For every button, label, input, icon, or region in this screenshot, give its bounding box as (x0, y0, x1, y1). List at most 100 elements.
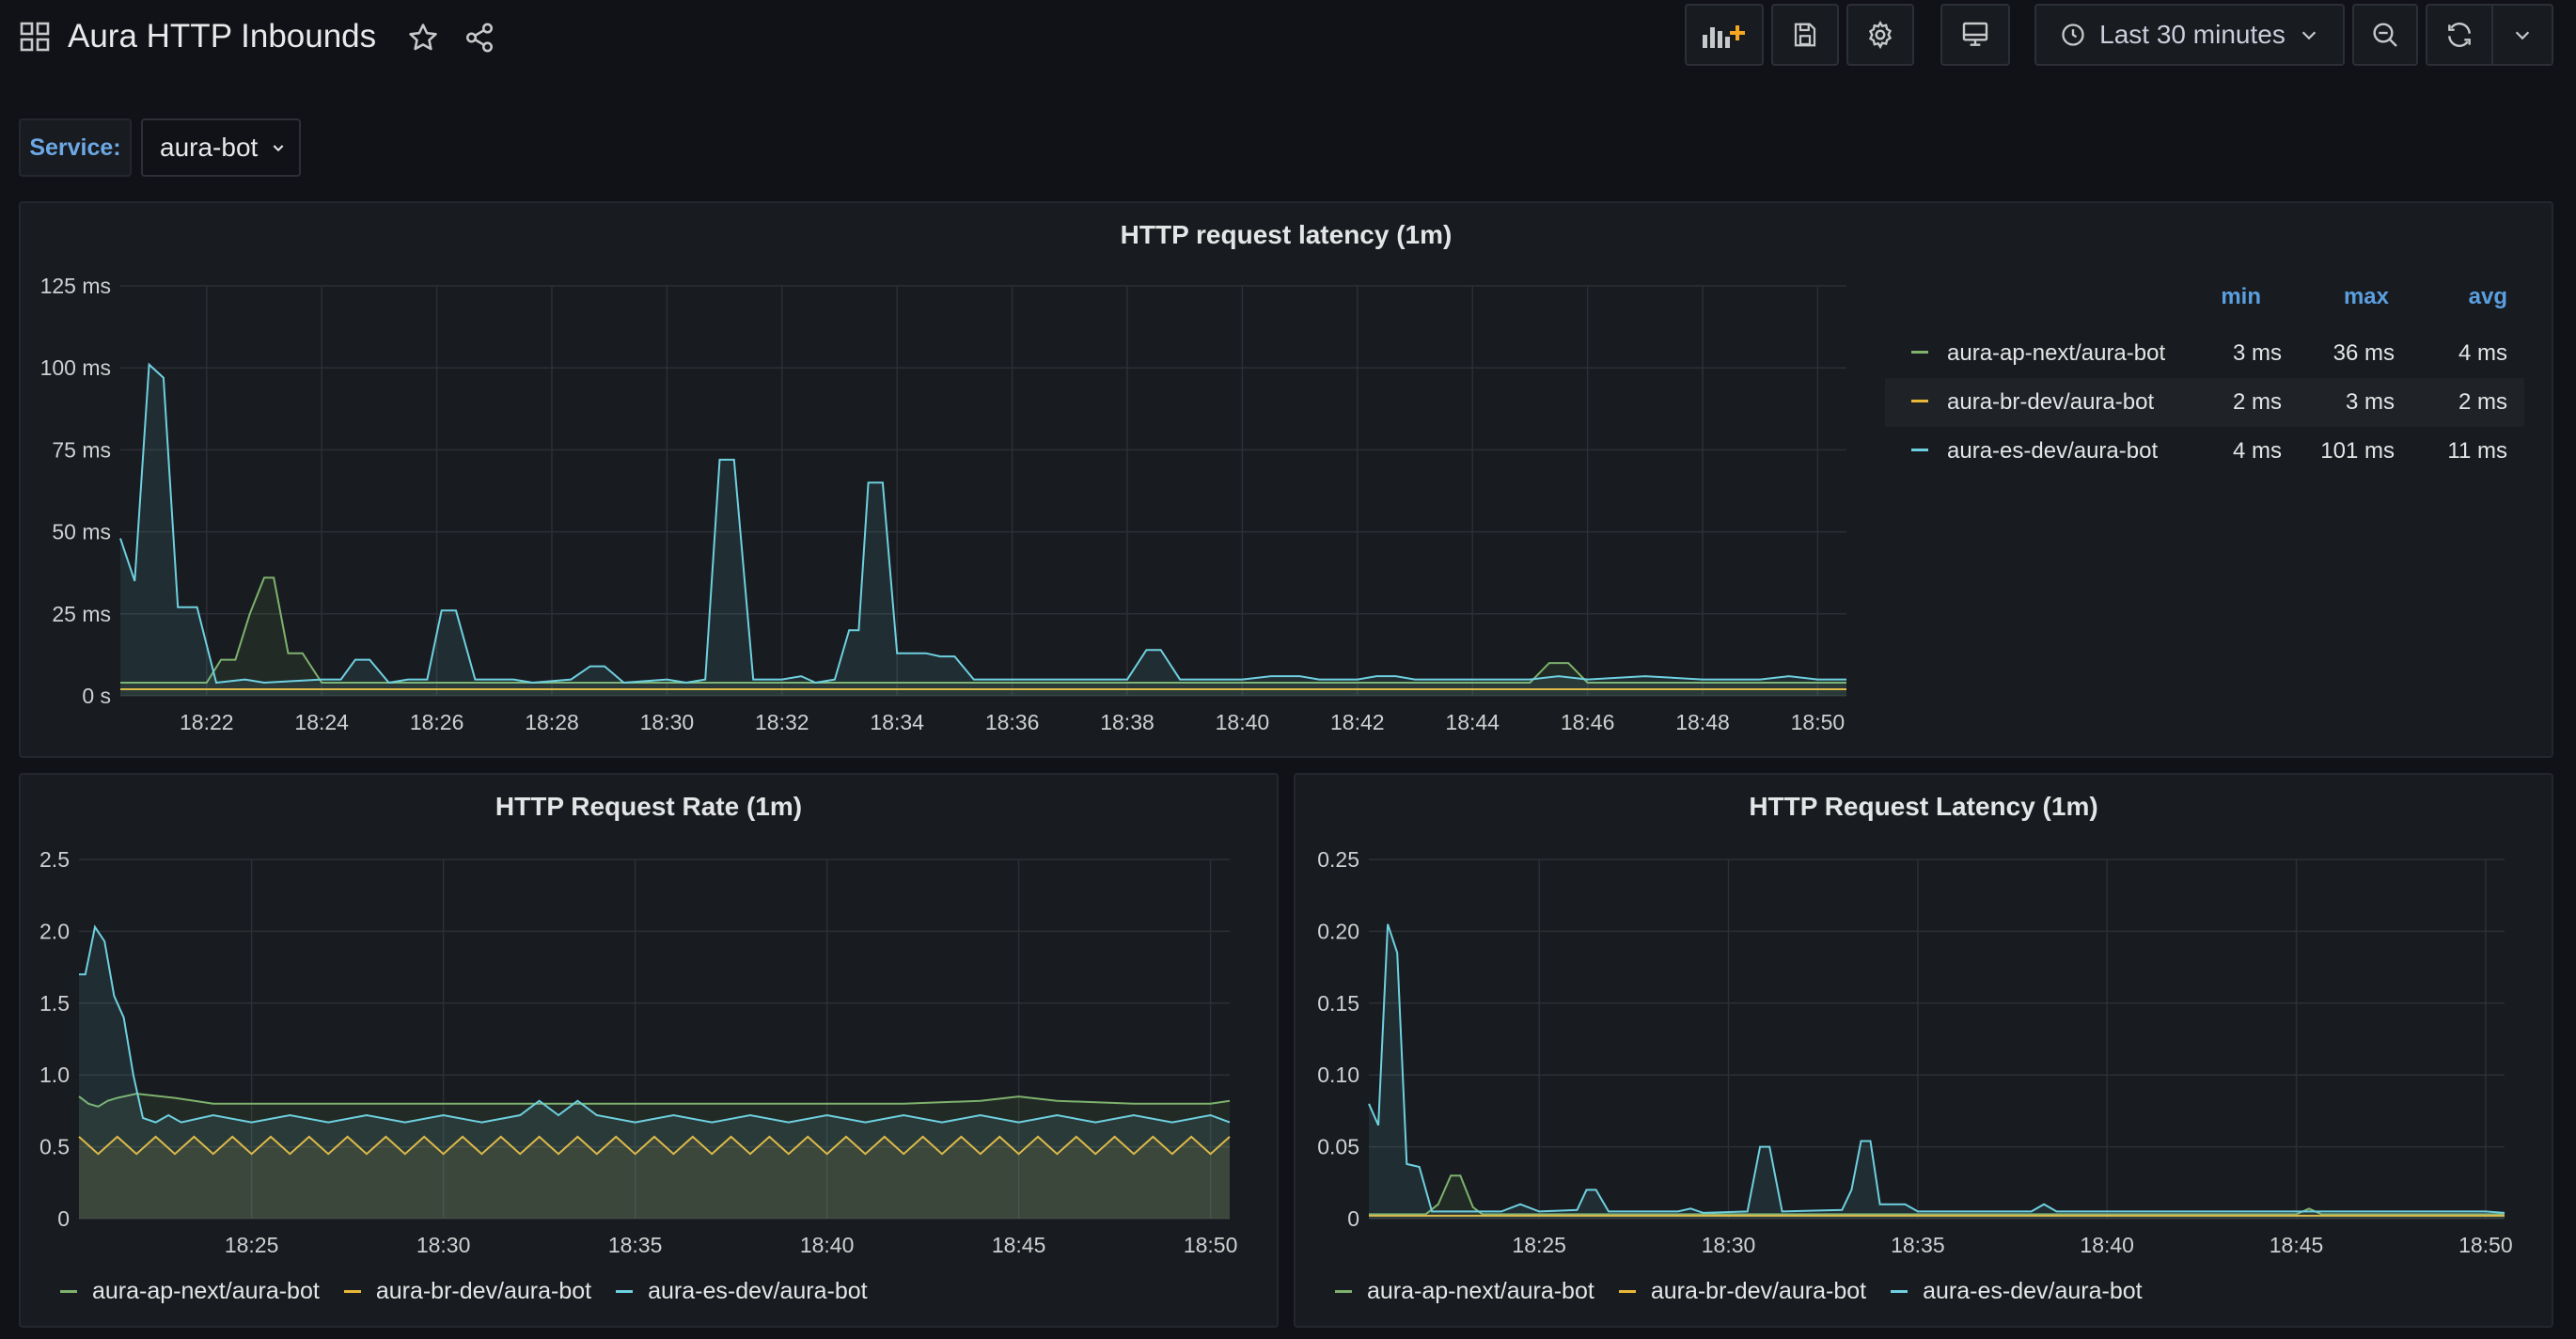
y-tick-label: 50 ms (52, 520, 111, 544)
panel-http-request-latency-small[interactable]: HTTP Request Latency (1m) aura-ap-next/a… (1294, 773, 2553, 1328)
series-area (79, 1094, 1230, 1219)
x-tick-label: 18:25 (225, 1233, 279, 1257)
series-area (120, 577, 1846, 696)
series-color-swatch[interactable] (1911, 400, 1928, 402)
y-tick-label: 2.5 (39, 847, 70, 872)
x-tick-label: 18:45 (2270, 1233, 2324, 1257)
x-tick-label: 18:40 (1216, 710, 1270, 734)
x-tick-label: 18:28 (525, 710, 579, 734)
series-line (1369, 1174, 2505, 1216)
legend-avg-value: 11 ms (2447, 438, 2507, 464)
y-tick-label: 125 ms (40, 274, 111, 298)
legend-item[interactable]: aura-ap-next/aura-bot (1335, 1278, 1594, 1305)
series-color-swatch[interactable] (60, 1290, 77, 1293)
x-tick-label: 18:24 (294, 710, 349, 734)
legend-series-name[interactable]: aura-es-dev/aura-bot (648, 1278, 868, 1304)
panel-http-request-rate[interactable]: HTTP Request Rate (1m) aura-ap-next/aura… (19, 773, 1279, 1328)
legend-item[interactable]: aura-es-dev/aura-bot (616, 1278, 868, 1305)
x-tick-label: 18:32 (755, 710, 809, 734)
series-line (119, 362, 1846, 685)
dashboard-settings-button[interactable] (1846, 4, 1914, 66)
chevron-down-icon (2515, 31, 2530, 40)
x-tick-label: 18:36 (985, 710, 1040, 734)
zoom-out-button[interactable] (2352, 4, 2418, 66)
legend-series-name[interactable]: aura-br-dev/aura-bot (1947, 389, 2155, 415)
panel-title[interactable]: HTTP request latency (1m) (1120, 220, 1453, 249)
series-area (79, 926, 1230, 1219)
share-icon[interactable] (459, 17, 500, 58)
legend-avg-value: 4 ms (2458, 340, 2507, 366)
dashboard-grid-icon[interactable] (19, 21, 51, 53)
y-tick-label: 0 s (82, 684, 111, 708)
y-tick-label: 0.5 (39, 1135, 70, 1159)
legend-series-name[interactable]: aura-br-dev/aura-bot (375, 1278, 592, 1304)
x-tick-label: 18:30 (1702, 1233, 1756, 1257)
legend-header-max[interactable]: max (2343, 284, 2389, 309)
y-tick-label: 0.20 (1317, 919, 1359, 943)
legend-item[interactable]: aura-br-dev/aura-bot (343, 1278, 592, 1305)
series-color-swatch[interactable] (1911, 351, 1928, 354)
series-line (120, 576, 1846, 684)
series-color-swatch[interactable] (1335, 1290, 1352, 1293)
panel-http-request-latency[interactable]: HTTP request latency (1m) (19, 201, 2553, 758)
y-tick-label: 0.10 (1317, 1063, 1359, 1087)
series-color-swatch[interactable] (1891, 1290, 1908, 1293)
request-latency-small-chart[interactable]: 0 0.05 0.10 0.15 0.20 0.25 18:25 18:30 18:35 18:4… (1294, 833, 2535, 1266)
refresh-button[interactable] (2427, 6, 2493, 64)
legend-item[interactable]: aura-es-dev/aura-bot (1891, 1278, 2143, 1305)
rate-legend: aura-ap-next/aura-bot aura-br-dev/aura-b… (60, 1278, 868, 1305)
y-tick-label: 100 ms (40, 355, 111, 380)
legend-item[interactable]: aura-br-dev/aura-bot (1618, 1278, 1867, 1305)
x-tick-label: 18:25 (1512, 1233, 1566, 1257)
series-color-swatch[interactable] (1911, 449, 1928, 451)
clock-icon (2062, 24, 2084, 46)
save-icon (1794, 23, 1816, 47)
legend-series-name[interactable]: aura-ap-next/aura-bot (1367, 1278, 1594, 1304)
time-range-picker[interactable]: Last 30 minutes (2034, 4, 2345, 66)
legend-max-value: 3 ms (2345, 389, 2395, 415)
legend-min-value: 2 ms (2232, 389, 2282, 415)
x-tick-label: 18:34 (870, 710, 924, 734)
save-dashboard-button[interactable] (1771, 4, 1839, 66)
service-variable-select[interactable]: aura-bot (141, 118, 301, 177)
legend-min-value: 4 ms (2232, 438, 2282, 464)
panel-title[interactable]: HTTP Request Latency (1m) (1749, 792, 2098, 821)
chevron-down-icon (2301, 31, 2317, 40)
legend-row[interactable]: aura-es-dev/aura-bot 4 ms 101 ms 11 ms (1885, 427, 2524, 476)
series-color-swatch[interactable] (1618, 1290, 1636, 1293)
x-tick-label: 18:35 (608, 1233, 663, 1257)
y-tick-label: 0 (1347, 1206, 1359, 1231)
cycle-view-mode-button[interactable] (1940, 4, 2010, 66)
star-icon[interactable] (402, 17, 444, 58)
legend-series-name[interactable]: aura-es-dev/aura-bot (1947, 438, 2159, 464)
series-color-swatch[interactable] (616, 1290, 634, 1293)
dashboard-title[interactable]: Aura HTTP Inbounds (68, 18, 377, 55)
zoom-out-icon (2373, 23, 2397, 47)
y-tick-label: 0 (57, 1206, 70, 1231)
legend-series-name[interactable]: aura-ap-next/aura-bot (1947, 340, 2166, 366)
x-tick-label: 18:35 (1891, 1233, 1945, 1257)
legend-header-row: min max avg (1885, 280, 2524, 329)
legend-header-avg[interactable]: avg (2468, 284, 2507, 309)
add-panel-button[interactable] (1685, 4, 1764, 66)
legend-series-name[interactable]: aura-ap-next/aura-bot (92, 1278, 320, 1304)
legend-avg-value: 2 ms (2458, 389, 2507, 415)
x-tick-label: 18:44 (1445, 710, 1500, 734)
latency-main-chart[interactable]: 0 s 25 ms 50 ms 75 ms 100 ms 125 ms 18:22 18:24… (19, 263, 1880, 752)
series-line (1368, 923, 2505, 1214)
legend-series-name[interactable]: aura-br-dev/aura-bot (1650, 1278, 1867, 1304)
request-rate-chart[interactable]: 0 0.5 1.0 1.5 2.0 2.5 18:25 18:30 18:35 18:40 18:4… (19, 833, 1260, 1266)
series-line (78, 1135, 1231, 1156)
legend-header-min[interactable]: min (2221, 284, 2261, 309)
series-color-swatch[interactable] (343, 1290, 361, 1293)
legend-row[interactable]: aura-ap-next/aura-bot 3 ms 36 ms 4 ms (1885, 329, 2524, 378)
panel-title[interactable]: HTTP Request Rate (1m) (495, 792, 803, 821)
y-tick-label: 1.0 (39, 1063, 70, 1087)
legend-item[interactable]: aura-ap-next/aura-bot (60, 1278, 320, 1305)
legend-row[interactable]: aura-br-dev/aura-bot 2 ms 3 ms 2 ms (1885, 378, 2524, 427)
y-tick-label: 2.0 (39, 919, 70, 943)
legend-series-name[interactable]: aura-es-dev/aura-bot (1923, 1278, 2143, 1304)
y-tick-label: 0.15 (1317, 991, 1359, 1016)
refresh-interval-dropdown[interactable] (2493, 6, 2552, 64)
y-tick-label: 25 ms (52, 602, 111, 626)
